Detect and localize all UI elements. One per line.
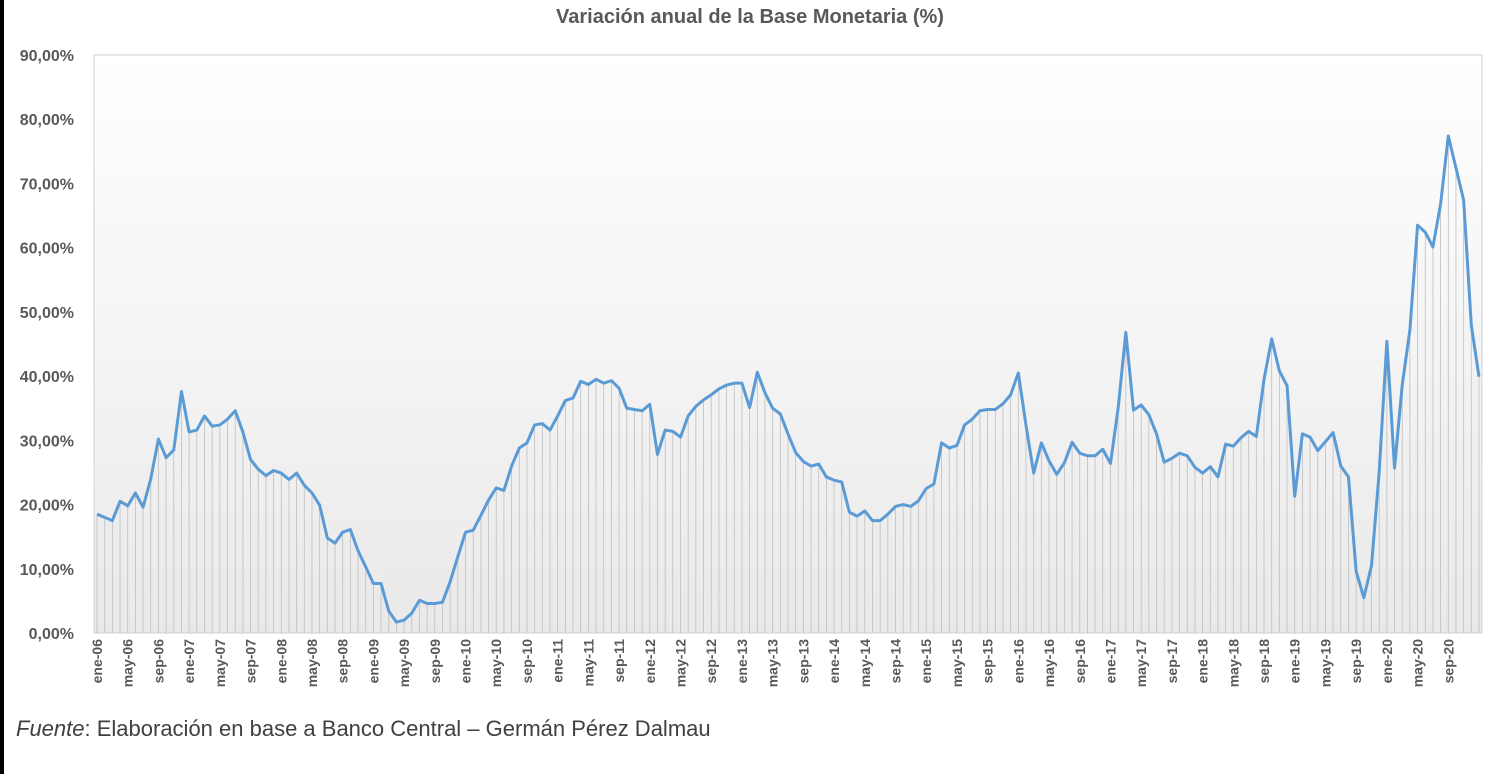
y-tick-label: 50,00% [20,305,74,322]
x-tick-label: may-18 [1225,639,1241,687]
chart-title: Variación anual de la Base Monetaria (%) [556,6,944,28]
x-tick-label: sep-18 [1256,639,1272,684]
x-tick-label: ene-06 [89,639,105,684]
x-tick-label: sep-11 [611,639,627,683]
x-tick-label: may-08 [304,639,320,687]
x-tick-label: may-09 [396,639,412,687]
y-axis: 0,00% 10,00% 20,00% 30,00% 40,00% 50,00% 60,00… [20,48,74,643]
x-tick-label: sep-12 [703,639,719,684]
source-text: : Elaboración en base a Banco Central – … [84,716,711,741]
x-tick-label: ene-08 [273,639,289,684]
source-note: Fuente: Elaboración en base a Banco Cent… [16,716,711,742]
x-tick-label: sep-16 [1072,639,1088,684]
x-tick-label: ene-16 [1010,639,1026,684]
y-tick-label: 90,00% [20,48,74,65]
x-tick-label: may-06 [120,639,136,687]
y-tick-label: 20,00% [20,498,74,515]
y-tick-label: 40,00% [20,369,74,386]
x-tick-label: sep-19 [1348,639,1364,684]
left-edge-border [0,0,4,774]
x-tick-label: ene-17 [1102,639,1118,684]
x-tick-label: sep-13 [795,639,811,684]
x-tick-label: may-10 [488,639,504,687]
x-tick-label: sep-06 [150,639,166,684]
x-tick-label: may-07 [212,639,228,687]
series-line [96,134,1481,624]
x-tick-label: may-16 [1041,639,1057,687]
x-tick-label: may-13 [765,639,781,687]
x-tick-label: sep-15 [980,639,996,684]
x-tick-label: may-20 [1410,639,1426,687]
x-tick-label: sep-17 [1164,639,1180,684]
x-tick-label: ene-13 [734,639,750,684]
y-tick-label: 70,00% [20,176,74,193]
x-tick-label: ene-07 [181,639,197,684]
y-tick-label: 10,00% [20,562,74,579]
source-label: Fuente [16,716,85,741]
x-tick-label: ene-18 [1195,639,1211,684]
x-tick-label: sep-10 [519,639,535,684]
x-axis: ene-06 may-06 sep-06 ene-07 may-07 sep-07 ene-… [89,639,1456,687]
x-tick-label: ene-12 [642,639,658,684]
y-tick-label: 0,00% [29,626,74,643]
x-tick-label: may-19 [1317,639,1333,687]
x-tick-label: sep-09 [427,639,443,684]
x-tick-label: ene-11 [550,639,566,683]
x-tick-label: ene-15 [918,639,934,684]
drop-lines [96,135,1480,633]
x-tick-label: sep-20 [1440,639,1456,684]
y-tick-label: 80,00% [20,112,74,129]
x-tick-label: may-14 [857,639,873,687]
series-group [96,134,1481,624]
x-tick-label: ene-19 [1287,639,1303,684]
x-tick-label: may-11 [580,639,596,687]
x-tick-label: ene-14 [826,639,842,684]
x-tick-label: sep-14 [887,639,903,684]
x-tick-label: may-17 [1133,639,1149,687]
y-tick-label: 60,00% [20,241,74,258]
x-tick-label: ene-10 [458,639,474,684]
line-chart: 0,00% 10,00% 20,00% 30,00% 40,00% 50,00% 60,00… [20,48,1483,687]
x-tick-label: may-15 [949,639,965,687]
x-tick-label: sep-07 [243,639,259,684]
x-tick-label: sep-08 [335,639,351,684]
x-tick-label: may-12 [673,639,689,687]
y-tick-label: 30,00% [20,433,74,450]
x-tick-label: ene-20 [1379,639,1395,684]
x-tick-label: ene-09 [365,639,381,684]
